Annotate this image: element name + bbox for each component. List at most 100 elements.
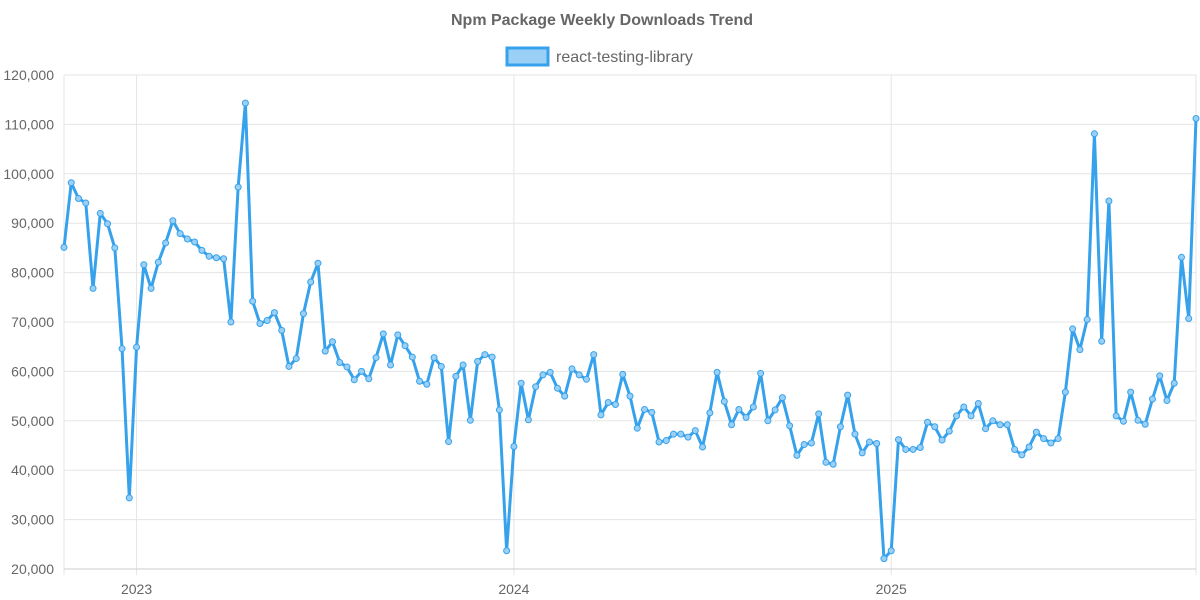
data-point[interactable] xyxy=(1090,130,1098,138)
data-point[interactable] xyxy=(953,412,961,420)
data-point[interactable] xyxy=(1011,445,1019,453)
data-point[interactable] xyxy=(532,383,540,391)
data-point[interactable] xyxy=(394,331,402,339)
data-point[interactable] xyxy=(568,365,576,373)
data-point[interactable] xyxy=(365,375,373,383)
data-point[interactable] xyxy=(561,392,569,400)
data-point[interactable] xyxy=(960,403,968,411)
data-point[interactable] xyxy=(278,326,286,334)
data-point[interactable] xyxy=(343,363,351,371)
data-point[interactable] xyxy=(720,398,728,406)
data-point[interactable] xyxy=(1119,417,1127,425)
data-point[interactable] xyxy=(336,359,344,367)
data-point[interactable] xyxy=(1018,451,1026,459)
data-point[interactable] xyxy=(771,406,779,414)
data-point[interactable] xyxy=(1098,337,1106,345)
data-point[interactable] xyxy=(815,410,823,418)
data-point[interactable] xyxy=(887,547,895,555)
data-point[interactable] xyxy=(299,310,307,318)
data-point[interactable] xyxy=(328,338,336,346)
legend-label[interactable]: react-testing-library xyxy=(556,49,693,66)
data-point[interactable] xyxy=(154,258,162,266)
data-point[interactable] xyxy=(1069,325,1077,333)
data-point[interactable] xyxy=(894,436,902,444)
data-point[interactable] xyxy=(844,391,852,399)
data-point[interactable] xyxy=(757,369,765,377)
data-point[interactable] xyxy=(1148,395,1156,403)
data-point[interactable] xyxy=(1054,435,1062,443)
data-point[interactable] xyxy=(205,252,213,260)
data-point[interactable] xyxy=(931,423,939,431)
data-point[interactable] xyxy=(582,375,590,383)
data-point[interactable] xyxy=(807,439,815,447)
data-point[interactable] xyxy=(996,421,1004,429)
data-point[interactable] xyxy=(684,433,692,441)
data-point[interactable] xyxy=(619,370,627,378)
data-point[interactable] xyxy=(234,183,242,191)
data-point[interactable] xyxy=(82,199,90,207)
data-point[interactable] xyxy=(256,319,264,327)
data-point[interactable] xyxy=(575,371,583,379)
data-point[interactable] xyxy=(118,345,126,353)
data-point[interactable] xyxy=(96,209,104,217)
data-point[interactable] xyxy=(858,449,866,457)
data-point[interactable] xyxy=(851,430,859,438)
data-point[interactable] xyxy=(60,243,68,251)
data-point[interactable] xyxy=(169,217,177,225)
data-point[interactable] xyxy=(945,427,953,435)
data-point[interactable] xyxy=(459,361,467,369)
data-point[interactable] xyxy=(1105,197,1113,205)
data-point[interactable] xyxy=(270,309,278,317)
data-point[interactable] xyxy=(387,361,395,369)
data-point[interactable] xyxy=(162,239,170,247)
data-point[interactable] xyxy=(1032,428,1040,436)
data-point[interactable] xyxy=(1112,412,1120,420)
data-point[interactable] xyxy=(648,408,656,416)
data-point[interactable] xyxy=(307,278,315,286)
data-point[interactable] xyxy=(466,416,474,424)
data-point[interactable] xyxy=(408,353,416,361)
data-point[interactable] xyxy=(1127,388,1135,396)
data-point[interactable] xyxy=(133,343,141,351)
data-point[interactable] xyxy=(880,555,888,563)
data-point[interactable] xyxy=(401,342,409,350)
data-point[interactable] xyxy=(423,380,431,388)
data-point[interactable] xyxy=(488,353,496,361)
data-point[interactable] xyxy=(1076,346,1084,354)
data-point[interactable] xyxy=(350,376,358,384)
data-point[interactable] xyxy=(742,413,750,421)
data-point[interactable] xyxy=(938,436,946,444)
data-point[interactable] xyxy=(452,372,460,380)
data-point[interactable] xyxy=(176,230,184,238)
data-point[interactable] xyxy=(1163,397,1171,405)
data-point[interactable] xyxy=(524,416,532,424)
data-point[interactable] xyxy=(358,367,366,375)
data-point[interactable] xyxy=(111,244,119,252)
data-point[interactable] xyxy=(633,424,641,432)
data-point[interactable] xyxy=(728,421,736,429)
data-point[interactable] xyxy=(445,438,453,446)
data-point[interactable] xyxy=(967,412,975,420)
data-point[interactable] xyxy=(198,246,206,254)
data-point[interactable] xyxy=(292,355,300,363)
data-point[interactable] xyxy=(539,371,547,379)
data-point[interactable] xyxy=(1083,316,1091,324)
data-point[interactable] xyxy=(691,427,699,435)
data-point[interactable] xyxy=(974,400,982,408)
data-point[interactable] xyxy=(786,422,794,430)
data-point[interactable] xyxy=(379,330,387,338)
data-point[interactable] xyxy=(836,423,844,431)
data-point[interactable] xyxy=(916,443,924,451)
data-point[interactable] xyxy=(677,430,685,438)
data-point[interactable] xyxy=(474,358,482,366)
data-point[interactable] xyxy=(546,368,554,376)
data-point[interactable] xyxy=(989,417,997,425)
data-point[interactable] xyxy=(1185,315,1193,323)
data-point[interactable] xyxy=(372,354,380,362)
legend[interactable]: react-testing-library xyxy=(505,46,693,67)
data-point[interactable] xyxy=(902,445,910,453)
data-point[interactable] xyxy=(481,351,489,359)
data-point[interactable] xyxy=(1177,253,1185,261)
data-point[interactable] xyxy=(517,379,525,387)
data-point[interactable] xyxy=(430,354,438,362)
